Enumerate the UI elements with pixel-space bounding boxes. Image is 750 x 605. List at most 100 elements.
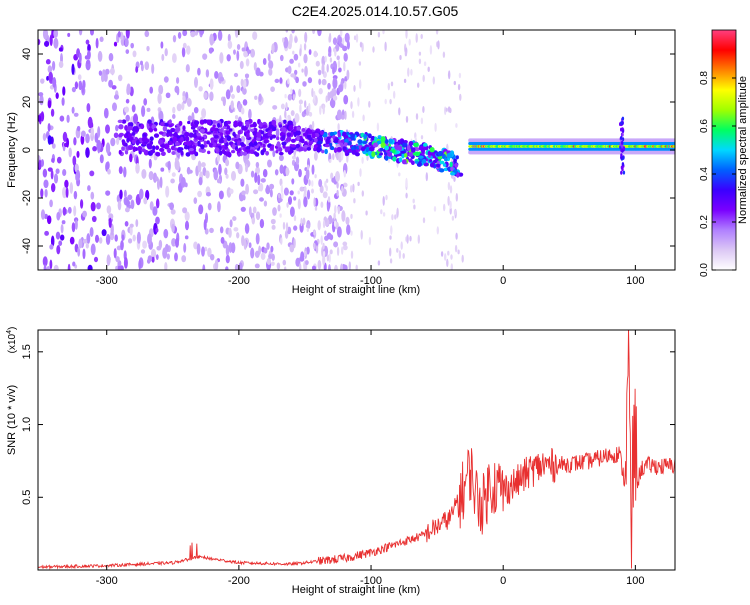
heatmap-cell [232,216,237,222]
heatmap-cell [136,231,141,244]
heatmap-cell [389,247,392,257]
heatmap-cell [418,51,422,56]
heatmap-cell [290,73,296,78]
heatmap-cell [38,115,42,122]
heatmap-cell [279,178,283,186]
heatmap-cell [279,213,282,218]
heatmap-cell [334,264,338,270]
heatmap-cell [301,68,304,73]
heatmap-cell [382,212,386,217]
heatmap-cell [269,189,273,198]
heatmap-cell [118,149,122,155]
heatmap-cell [313,138,318,143]
heatmap-cell [197,137,203,141]
heatmap-cell [87,116,93,129]
heatmap-cell [260,149,265,156]
heatmap-cell [232,143,236,150]
heatmap-cell [75,172,79,181]
heatmap-cell [199,128,206,134]
heatmap-cell [450,166,454,172]
heatmap-cell [418,155,424,159]
heatmap-cell [384,145,389,151]
heatmap-cell [297,198,301,210]
heatmap-cell [455,193,458,202]
y-tick-label: 0.5 [21,490,33,505]
heatmap-cell [298,99,304,105]
heatmap-cell [293,215,297,222]
heatmap-cell [127,194,133,201]
heatmap-cell [193,197,198,204]
heatmap-cell [322,254,326,266]
heatmap-cell [219,52,224,64]
spectrogram-x-ticks: -300 -200 -100 0 100 [96,30,645,287]
heatmap-cell [196,132,201,137]
heatmap-cell [382,195,385,206]
heatmap-cell [402,252,405,259]
colorbar-label: Normalized spectral amplitude [737,76,749,224]
heatmap-cell [69,182,74,194]
y-tick-label: -40 [21,238,33,254]
heatmap-cell [265,150,270,156]
heatmap-cell [342,241,348,247]
heatmap-cell [620,170,623,175]
heatmap-cell [274,78,280,84]
heatmap-cell [337,59,341,69]
heatmap-cell [46,76,50,81]
heatmap-cell [306,227,309,232]
heatmap-cell [254,250,260,258]
heatmap-cell [432,153,436,157]
heatmap-cell [337,131,342,138]
heatmap-cell [135,163,140,174]
heatmap-cell [291,155,297,160]
heatmap-cell [408,141,414,146]
heatmap-cell [284,266,287,270]
heatmap-cell [271,224,276,230]
heatmap-cell [285,166,290,177]
heatmap-cell [432,76,435,85]
heatmap-cell [259,197,264,202]
heatmap-cell [672,141,675,146]
heatmap-cell [282,221,286,230]
heatmap-cell [52,77,57,88]
heatmap-cell [331,177,336,183]
snr-y-multiplier: (x104) [6,327,18,354]
heatmap-cell [124,150,129,155]
heatmap-cell [241,190,246,196]
heatmap-cell [439,168,445,173]
heatmap-cell [122,140,126,146]
heatmap-cell [131,132,136,136]
heatmap-cell [346,224,351,236]
heatmap-cell [401,159,407,165]
heatmap-cell [61,97,65,106]
heatmap-cell [321,63,325,75]
heatmap-cell [206,131,212,135]
heatmap-cell [412,198,415,204]
heatmap-cell [268,253,273,259]
heatmap-cell [226,135,232,142]
heatmap-cell [149,140,154,146]
heatmap-cell [167,132,173,137]
heatmap-cell [324,148,328,155]
heatmap-cell [357,97,360,107]
heatmap-cell [196,243,201,255]
heatmap-cell [454,244,458,253]
heatmap-cell [387,151,393,157]
heatmap-cell [333,147,338,153]
heatmap-cell [87,185,91,192]
heatmap-cell [305,260,309,266]
heatmap-cell [160,41,164,49]
heatmap-cell [340,142,344,148]
heatmap-cell [65,187,69,198]
heatmap-cell [55,168,60,174]
heatmap-cell [278,151,284,156]
heatmap-cell [51,60,56,71]
heatmap-cell [350,250,354,259]
heatmap-cell [229,219,233,228]
heatmap-cell [350,185,353,193]
heatmap-cell [332,37,338,45]
heatmap-cell [336,55,340,61]
heatmap-cell [311,120,315,130]
heatmap-cell [414,151,420,157]
x-tick-label: -300 [96,275,118,287]
heatmap-cell [186,45,191,55]
